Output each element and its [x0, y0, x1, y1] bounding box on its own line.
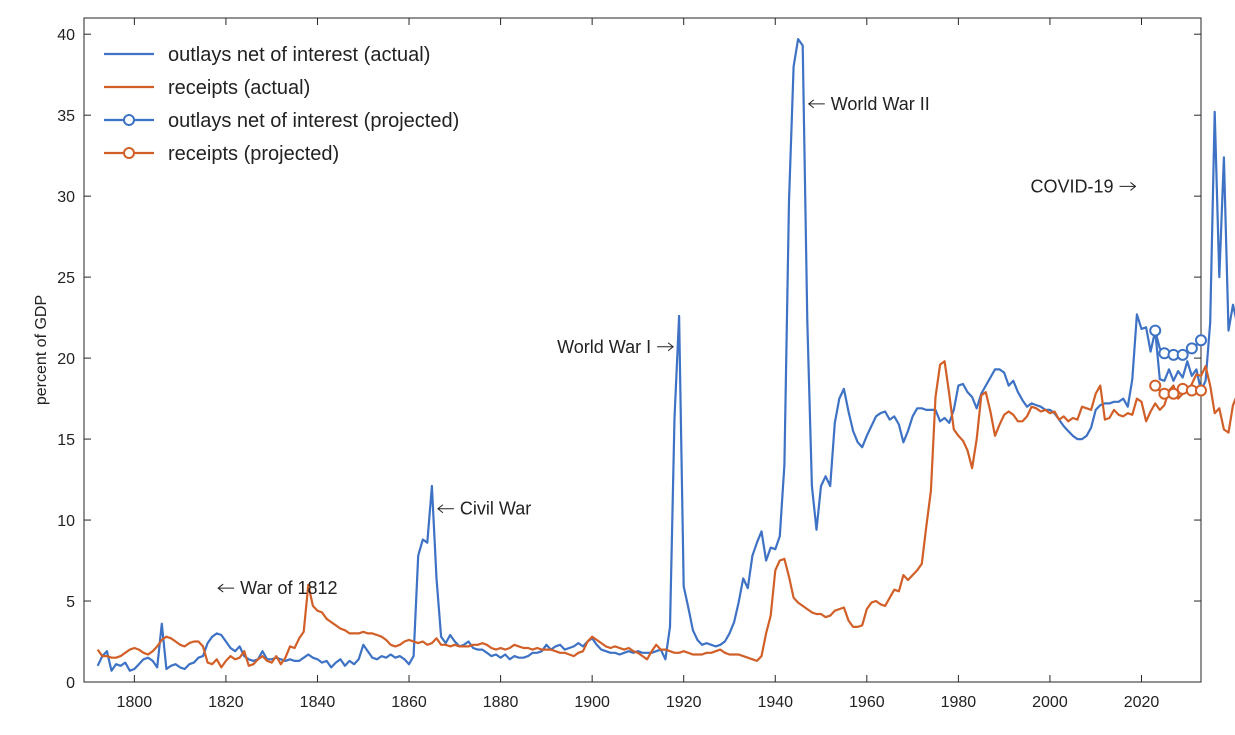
legend-entry: outlays net of interest (projected) — [104, 110, 459, 132]
series-line — [96, 38, 1235, 672]
y-axis-label: percent of GDP — [33, 295, 50, 405]
legend-label: outlays net of interest (actual) — [168, 44, 430, 66]
legend-label: receipts (projected) — [168, 143, 339, 165]
series-3 — [1149, 379, 1207, 400]
y-tick-label: 40 — [57, 27, 75, 44]
x-tick-label: 1940 — [757, 694, 793, 711]
x-tick-label: 1800 — [117, 694, 153, 711]
legend-marker — [123, 147, 135, 159]
y-tick-label: 0 — [66, 675, 75, 692]
series-0 — [96, 38, 1235, 672]
series-marker — [1149, 324, 1162, 337]
x-tick-label: 2000 — [1032, 694, 1068, 711]
annotation-label: World War II — [831, 94, 930, 114]
x-tick-label: 1860 — [391, 694, 427, 711]
series-marker — [1167, 387, 1180, 400]
y-tick-label: 30 — [57, 189, 75, 206]
legend-entry: receipts (actual) — [104, 77, 310, 99]
annotation-label: COVID-19 — [1030, 176, 1113, 196]
legend-label: receipts (actual) — [168, 77, 310, 99]
y-tick-label: 5 — [66, 594, 75, 611]
plot-frame — [83, 17, 1202, 683]
legend: outlays net of interest (actual) receipts… — [104, 44, 459, 165]
series-marker — [1195, 384, 1207, 397]
x-tick-label: 1920 — [666, 694, 702, 711]
y-tick-label: 10 — [57, 513, 75, 530]
annotation-layer: War of 1812 Civil War World War I World War… — [217, 94, 1137, 598]
x-tick-label: 1840 — [300, 694, 336, 711]
plot-area — [83, 17, 1202, 683]
series-marker — [1149, 379, 1162, 392]
series-2 — [1149, 324, 1207, 361]
y-tick-label: 35 — [57, 108, 75, 125]
x-tick-label: 2020 — [1124, 694, 1160, 711]
series-marker — [1185, 342, 1198, 355]
series-layer — [96, 38, 1235, 672]
legend-label: outlays net of interest (projected) — [168, 110, 459, 132]
y-tick-label: 15 — [57, 432, 75, 449]
annotation: World War I — [557, 337, 674, 357]
x-tick-label: 1960 — [849, 694, 885, 711]
series-marker — [1195, 334, 1207, 347]
annotation-arrowhead — [1130, 182, 1137, 191]
annotation-arrowhead — [437, 504, 444, 514]
ticks: 1800 1820 1840 1860 1880 1900 1920 1940 1960 1980… — [57, 18, 1201, 711]
annotation-arrowhead — [217, 583, 224, 593]
annotation-arrowhead — [667, 342, 674, 352]
annotation-label: Civil War — [460, 499, 531, 519]
annotation: World War II — [807, 94, 930, 114]
series-marker — [1176, 348, 1189, 361]
x-tick-label: 1880 — [483, 694, 519, 711]
legend-entry: outlays net of interest (actual) — [104, 44, 430, 66]
y-tick-label: 25 — [57, 270, 75, 287]
annotation-label: World War I — [557, 337, 651, 357]
annotation: COVID-19 — [1030, 176, 1137, 196]
y-tick-label: 20 — [57, 351, 75, 368]
x-tick-label: 1980 — [941, 694, 977, 711]
x-tick-label: 1820 — [208, 694, 244, 711]
x-tick-label: 1900 — [574, 694, 610, 711]
legend-marker — [123, 114, 135, 126]
annotation: War of 1812 — [217, 578, 338, 598]
annotation-arrowhead — [807, 99, 815, 109]
annotation: Civil War — [437, 499, 531, 519]
legend-entry: receipts (projected) — [104, 143, 339, 165]
annotation-label: War of 1812 — [240, 578, 337, 598]
series-line — [96, 360, 1235, 669]
series-1 — [96, 360, 1235, 669]
